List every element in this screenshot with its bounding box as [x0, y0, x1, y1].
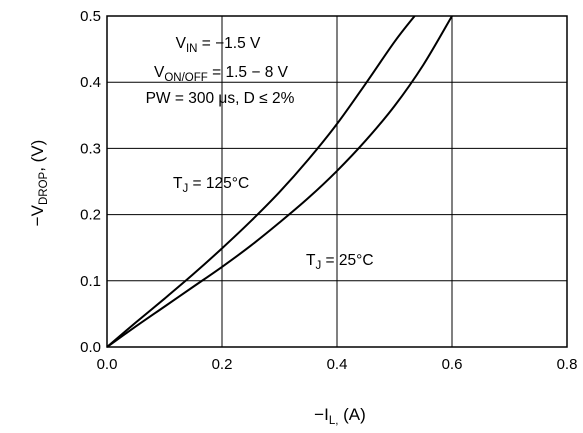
x-axis-title-subscript: L,	[329, 415, 339, 427]
curve-tj-25c	[106, 15, 453, 348]
grid	[107, 16, 567, 347]
y-tick-label: 0.2	[80, 207, 101, 224]
series-label-tj-125: TJ = 125°C	[173, 175, 249, 195]
y-tick-label: 0.3	[80, 140, 101, 157]
test-conditions-annotation: VIN = −1.5 V VON/OFF = 1.5 − 8 V PW = 30…	[146, 35, 295, 107]
x-tick-label: 0.6	[442, 356, 463, 373]
x-axis-title-unit: (A)	[338, 405, 365, 424]
x-tick-label: 0.2	[212, 356, 233, 373]
y-tick-labels: 0.0 0.1 0.2 0.3 0.4 0.5	[80, 8, 101, 356]
y-tick-label: 0.1	[80, 273, 101, 290]
y-axis-title-unit: , (V)	[28, 140, 47, 172]
curve-tj-125c	[106, 15, 416, 348]
curves	[106, 15, 453, 348]
plot-frame	[106, 15, 568, 348]
x-tick-label: 0.0	[97, 356, 118, 373]
condition-pulse-width: PW = 300 μs, D ≤ 2%	[146, 90, 295, 107]
condition-vin: VIN = −1.5 V	[176, 35, 261, 55]
y-axis-title-main: −V	[28, 204, 47, 226]
x-tick-label: 0.4	[327, 356, 348, 373]
y-tick-label: 0.5	[80, 8, 101, 25]
x-tick-labels: 0.0 0.2 0.4 0.6 0.8	[97, 356, 578, 373]
series-label-tj-25: TJ = 25°C	[306, 252, 374, 272]
y-axis-title-subscript: DROP	[38, 171, 50, 205]
x-axis-title-main: −I	[314, 405, 329, 424]
condition-von-off: VON/OFF = 1.5 − 8 V	[154, 64, 289, 84]
y-tick-label: 0.4	[80, 74, 101, 91]
x-axis-title: −IL, (A)	[314, 405, 366, 427]
y-tick-label: 0.0	[80, 339, 101, 356]
y-axis-title: −VDROP, (V)	[28, 140, 50, 227]
x-tick-label: 0.8	[557, 356, 578, 373]
